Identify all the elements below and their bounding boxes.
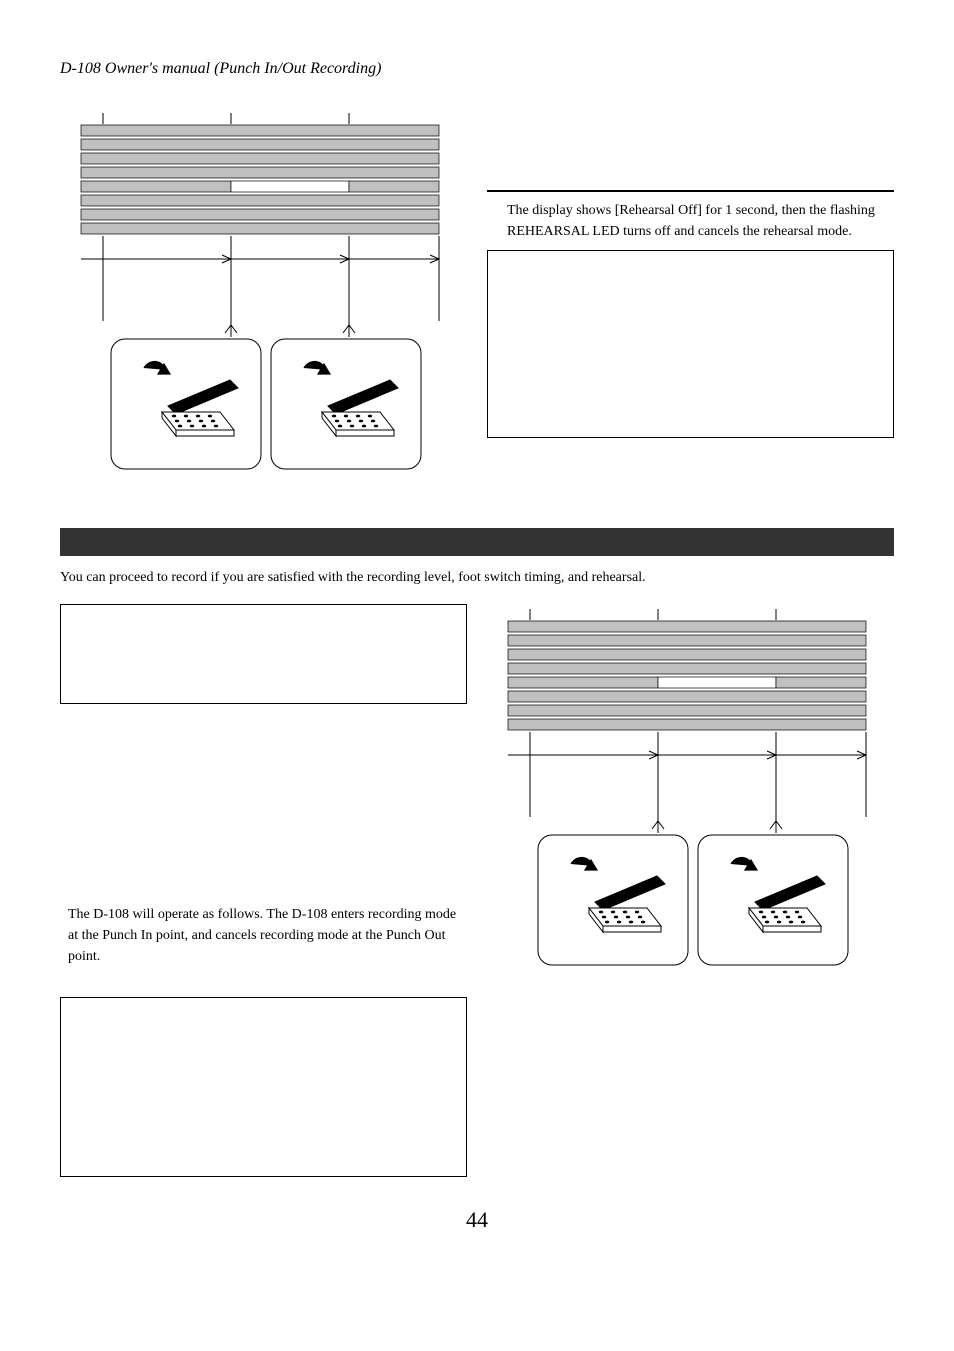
intro-text: You can proceed to record if you are sat… (60, 570, 894, 586)
rehearsal-off-text: The display shows [Rehearsal Off] for 1 … (507, 200, 894, 242)
section-divider (60, 528, 894, 556)
diagram-svg-1 (61, 109, 441, 489)
recording-mode-text: The D-108 will operate as follows. The D… (60, 904, 467, 967)
upper-right-col: The display shows [Rehearsal Off] for 1 … (487, 108, 894, 498)
track-diagram-1 (60, 108, 467, 490)
lower-left-col: The D-108 will operate as follows. The D… (60, 604, 467, 1177)
lower-right-col (487, 604, 894, 1177)
page-header: D-108 Owner's manual (Punch In/Out Recor… (60, 60, 894, 78)
upper-row: The display shows [Rehearsal Off] for 1 … (60, 108, 894, 498)
upper-left-col (60, 108, 467, 498)
rehearsal-display-box (487, 250, 894, 438)
track-diagram-2 (487, 604, 894, 986)
boxed-placeholder-1 (60, 604, 467, 704)
page-number: 44 (60, 1207, 894, 1233)
divider-top (487, 190, 894, 192)
boxed-placeholder-2 (60, 997, 467, 1177)
diagram-svg-2 (488, 605, 868, 985)
lower-row: The D-108 will operate as follows. The D… (60, 604, 894, 1177)
